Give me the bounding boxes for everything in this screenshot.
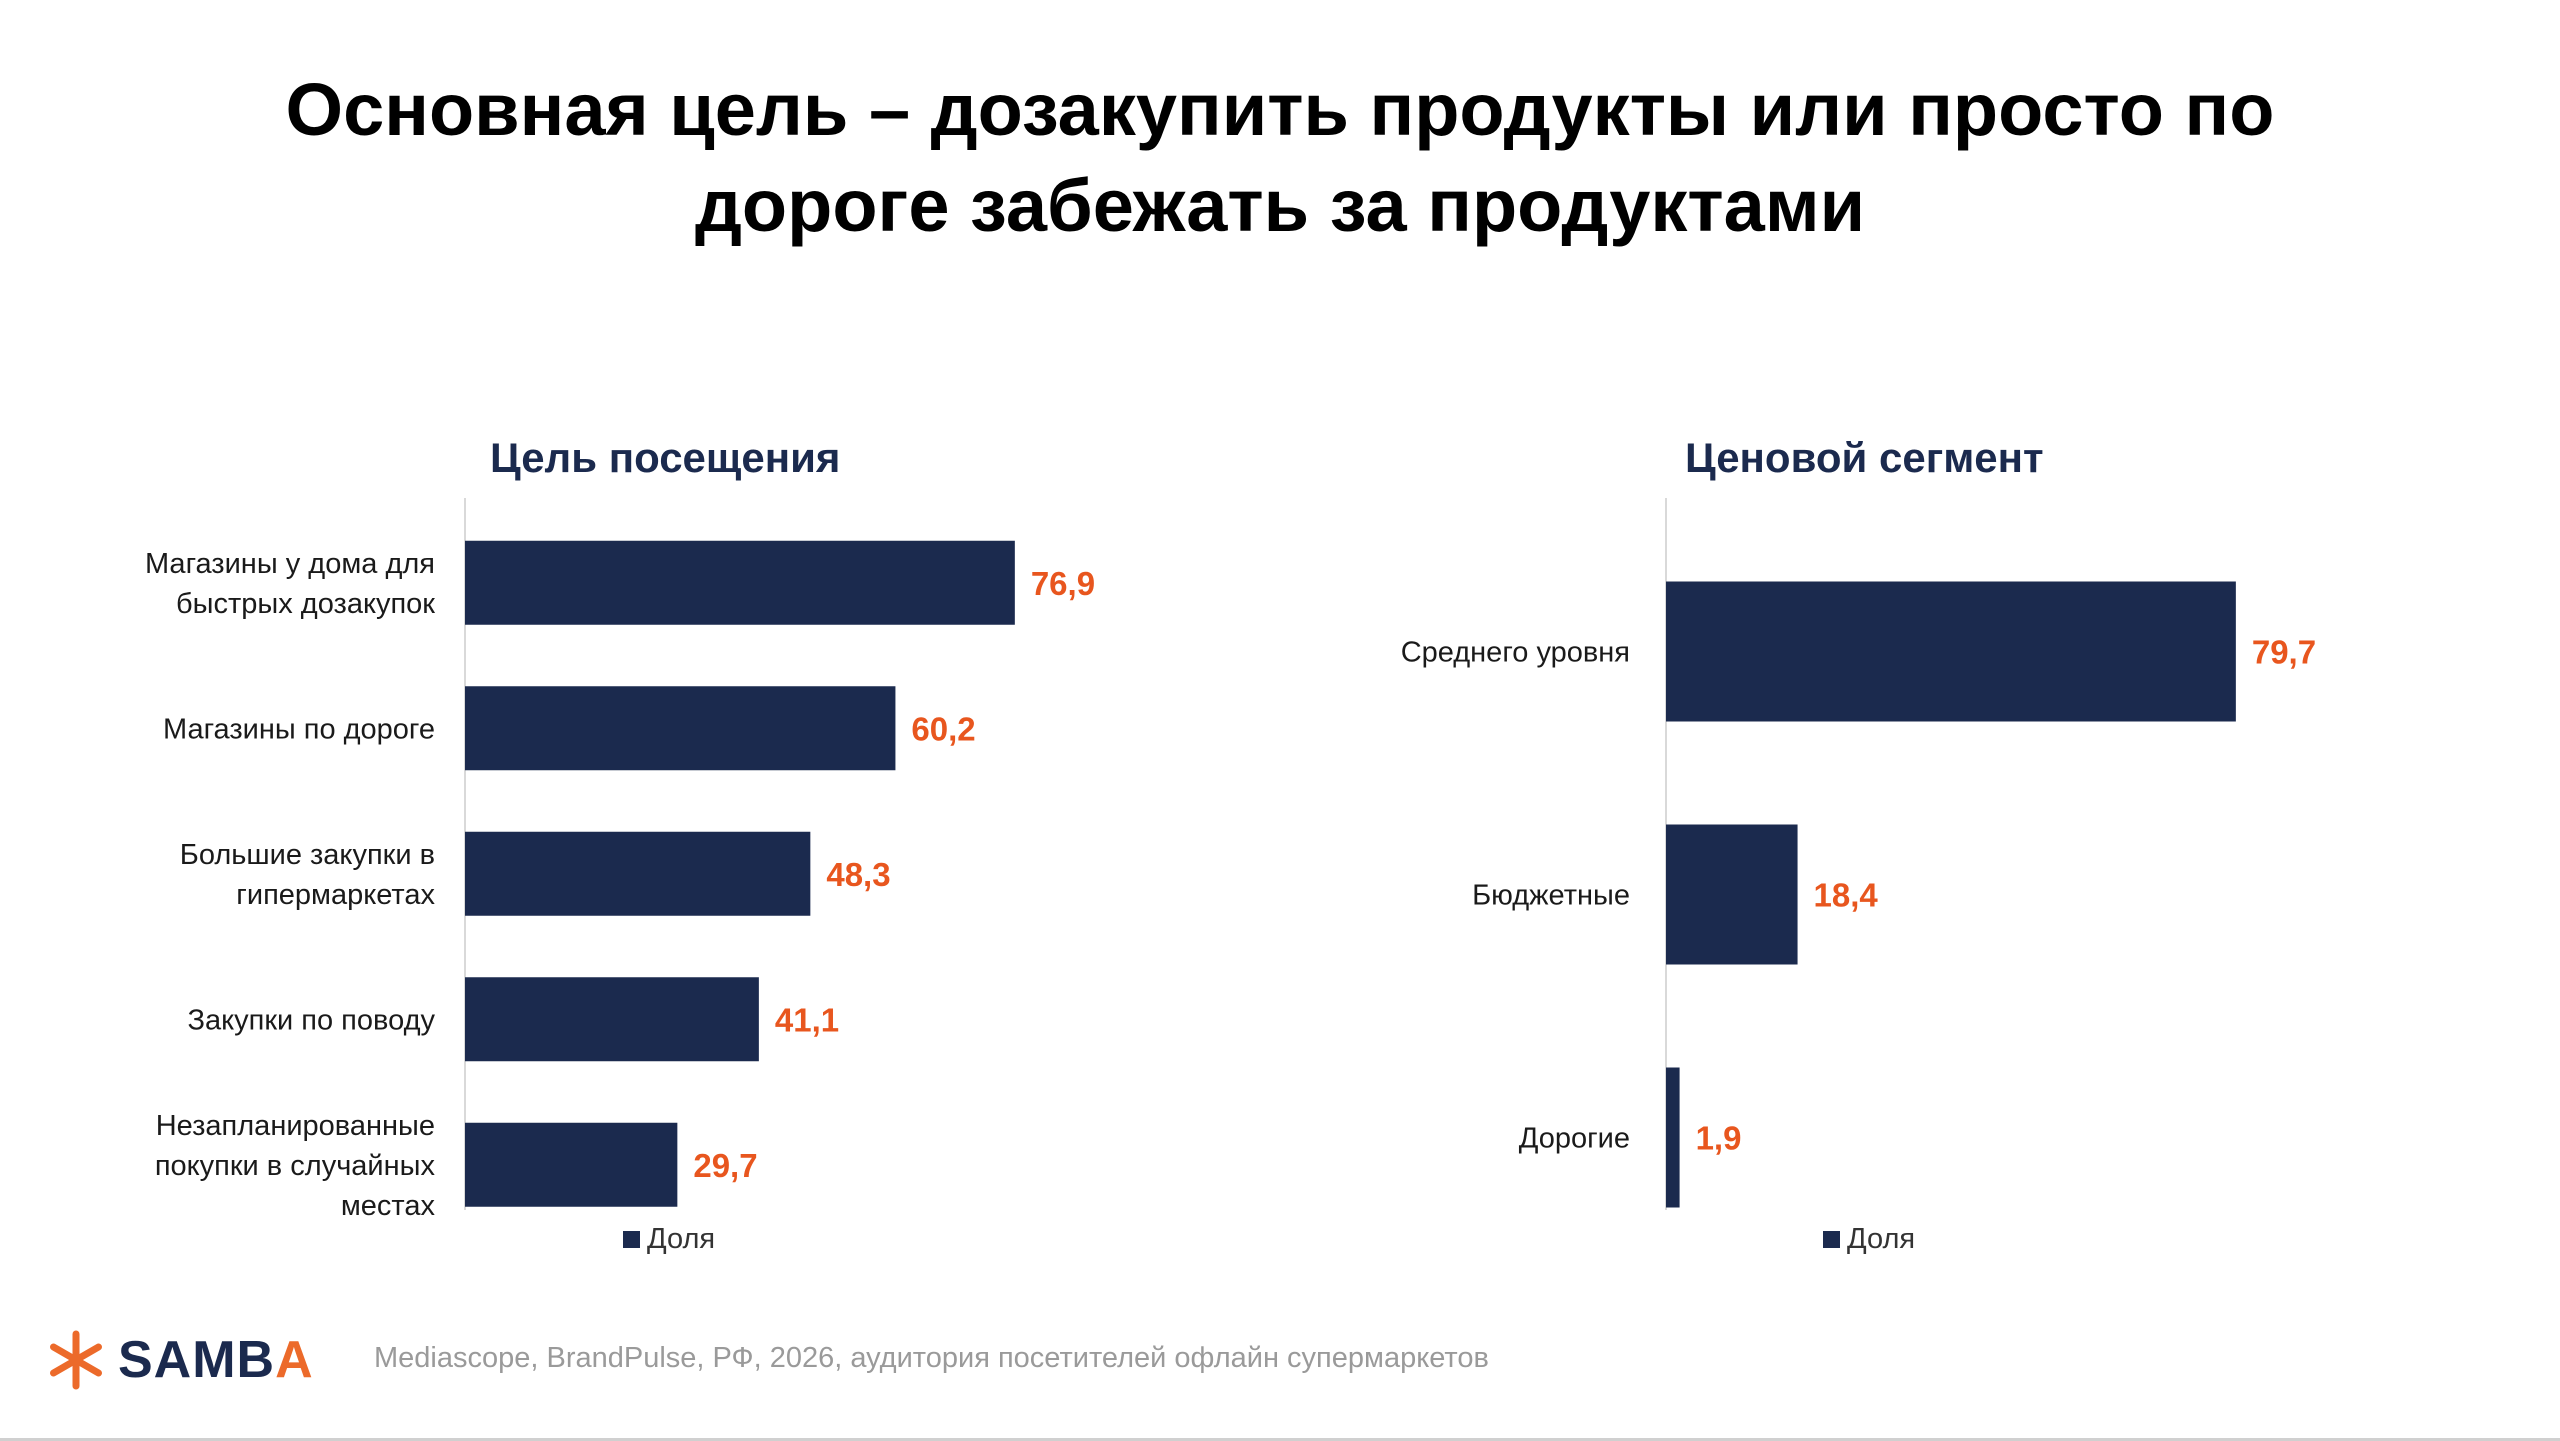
legend-swatch: [1823, 1231, 1840, 1248]
bar-value-label: 79,7: [2252, 634, 2316, 671]
bar: [1666, 1067, 1680, 1208]
slide-title: Основная цель – дозакупить продукты или …: [0, 62, 2560, 254]
category-label: быстрых дозакупок: [176, 588, 435, 620]
category-label: Незапланированные: [156, 1110, 435, 1142]
category-label: местах: [341, 1190, 436, 1222]
bar: [465, 540, 1015, 625]
bar: [1666, 581, 2236, 722]
legend-label: Доля: [1847, 1223, 1915, 1255]
category-label: покупки в случайных: [155, 1150, 436, 1182]
bar-value-label: 60,2: [911, 710, 975, 747]
bar: [465, 1122, 678, 1207]
category-label: Дорогие: [1519, 1123, 1630, 1155]
bar-value-label: 18,4: [1814, 877, 1879, 914]
category-label: Среднего уровня: [1401, 637, 1630, 669]
source-note: Mediascope, BrandPulse, РФ, 2026, аудито…: [374, 1342, 1489, 1374]
bar: [465, 831, 811, 916]
legend-label: Доля: [647, 1223, 715, 1255]
bottom-divider: [0, 1438, 2560, 1441]
legend-swatch: [623, 1231, 640, 1248]
category-label: Магазины у дома для: [145, 548, 435, 580]
logo-wordmark: SAMBA: [118, 1331, 314, 1389]
bar: [465, 686, 896, 771]
chart-title-1: Цель посещения: [490, 434, 840, 481]
slide-title-line-1: Основная цель – дозакупить продукты или …: [285, 68, 2275, 151]
bar-value-label: 29,7: [693, 1147, 757, 1184]
category-label: Бюджетные: [1472, 880, 1630, 912]
slide-title-line-2: дороге забежать за продуктами: [694, 164, 1866, 247]
bar: [1666, 824, 1798, 965]
bar-value-label: 1,9: [1696, 1120, 1742, 1157]
asterisk-logo-icon: [50, 1330, 102, 1390]
bar-value-label: 48,3: [826, 856, 890, 893]
bar-value-label: 76,9: [1031, 565, 1095, 602]
chart-title-2: Ценовой сегмент: [1685, 434, 2044, 481]
category-label: Магазины по дороге: [163, 713, 435, 745]
samba-logo: SAMBA: [46, 1325, 314, 1395]
bar: [465, 977, 759, 1062]
category-label: Большие закупки в: [180, 839, 435, 871]
category-label: гипермаркетах: [236, 879, 435, 911]
bar-value-label: 41,1: [775, 1001, 839, 1038]
category-label: Закупки по поводу: [187, 1004, 435, 1036]
